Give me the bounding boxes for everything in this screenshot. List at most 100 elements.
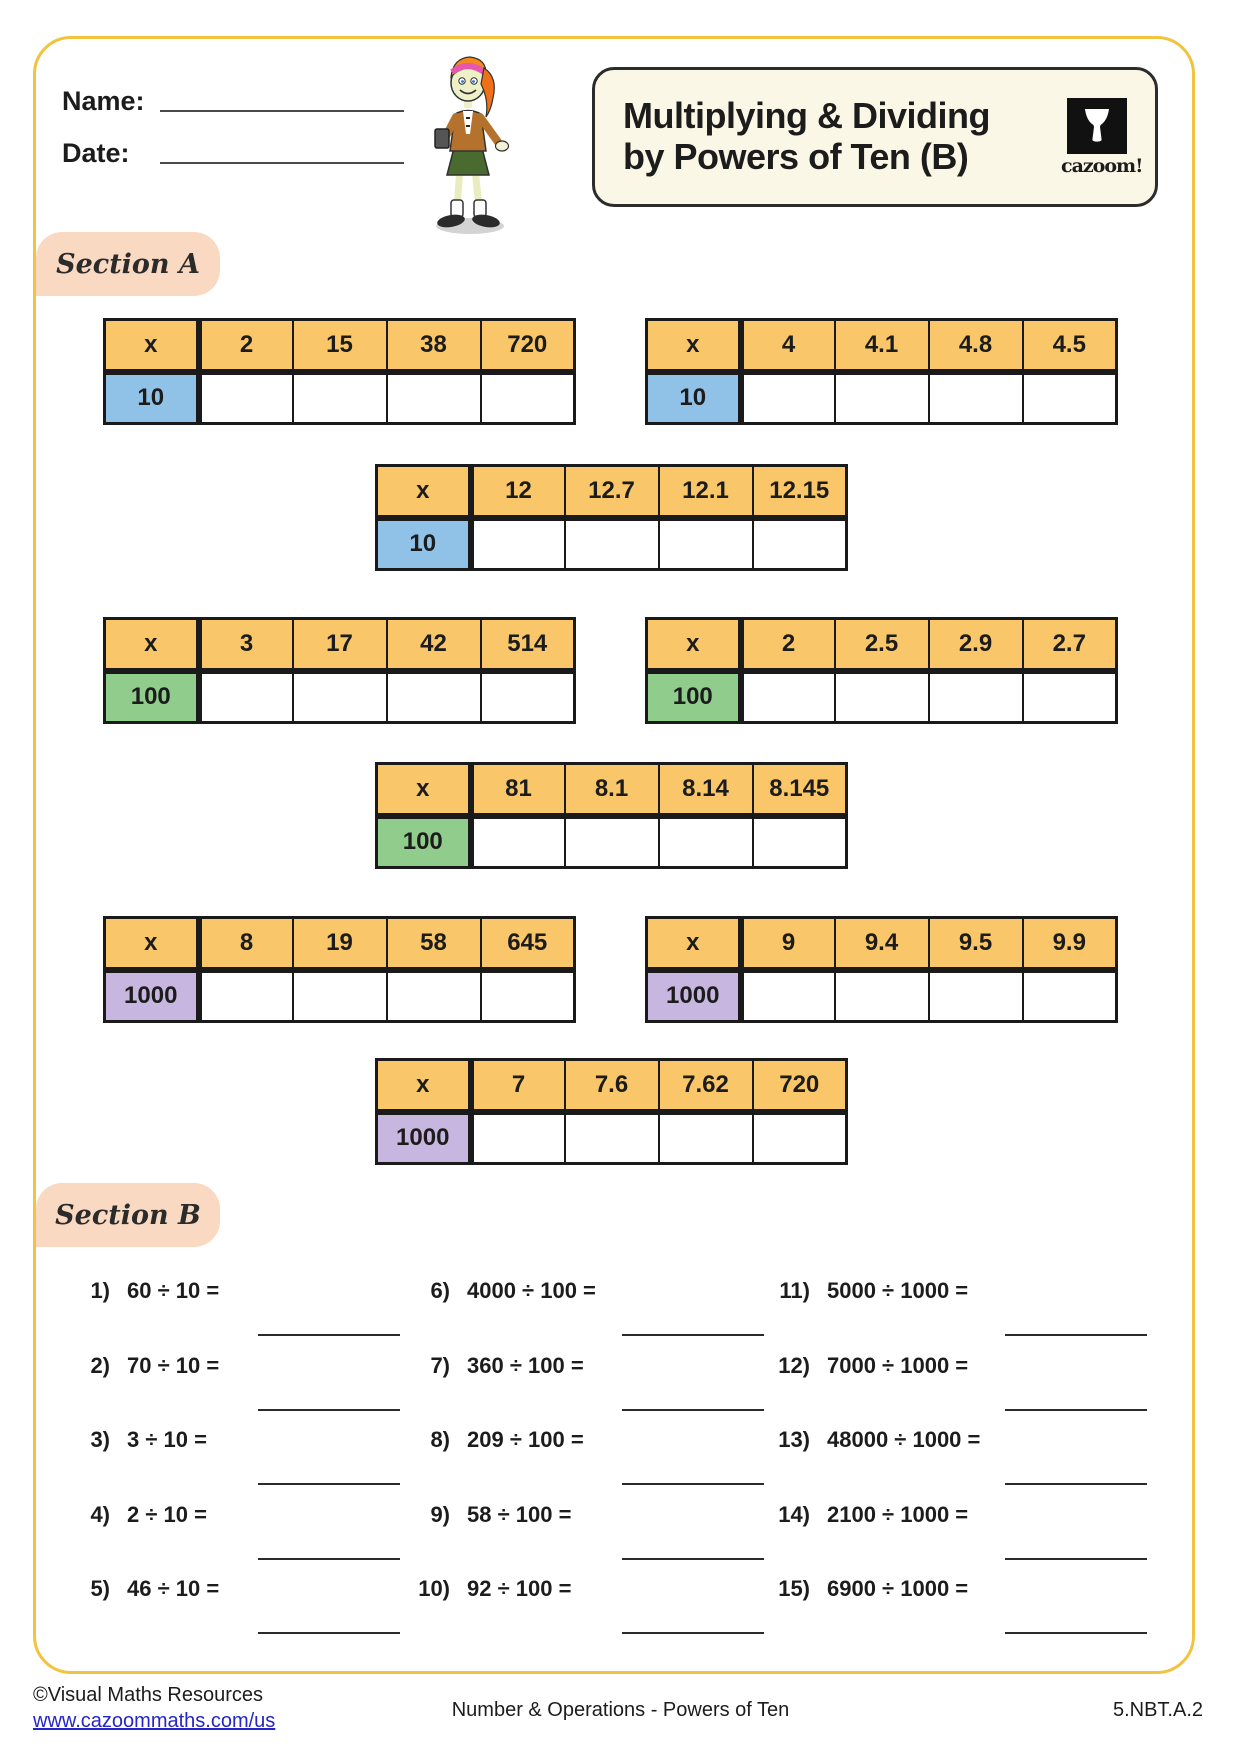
table-answer-cell[interactable] xyxy=(833,669,930,724)
problem-expression: 209 ÷ 100 = xyxy=(467,1427,584,1452)
title-box: Multiplying & Dividing by Powers of Ten … xyxy=(592,67,1158,207)
date-label: Date: xyxy=(62,138,130,168)
problem-item: 12) 7000 ÷ 1000 = xyxy=(752,1343,1152,1418)
table-value-cell: 9.9 xyxy=(1021,916,1118,973)
table-answer-cell[interactable] xyxy=(197,968,294,1023)
problem-number: 15) xyxy=(778,1576,810,1601)
table-answer-cell[interactable] xyxy=(927,968,1024,1023)
answer-line[interactable] xyxy=(1005,1334,1147,1336)
answer-line[interactable] xyxy=(622,1483,764,1485)
table-answer-cell[interactable] xyxy=(657,516,754,571)
table-answer-cell[interactable] xyxy=(385,370,482,425)
table-multiplier-cell: 100 xyxy=(103,669,202,724)
table-answer-cell[interactable] xyxy=(563,814,660,869)
problem-column: 1) 60 ÷ 10 = 2) 70 ÷ 10 = 3) 3 ÷ 10 = 4) 2 ÷ 10… xyxy=(60,1268,460,1641)
problem-item: 11) 5000 ÷ 1000 = xyxy=(752,1268,1152,1343)
table-answer-cell[interactable] xyxy=(657,1110,754,1165)
table-answer-cell[interactable] xyxy=(563,1110,660,1165)
table-answer-cell[interactable] xyxy=(751,1110,848,1165)
section-a-label-text: Section A xyxy=(56,248,200,280)
problem-expression: 60 ÷ 10 = xyxy=(127,1278,220,1303)
problem-expression: 360 ÷ 100 = xyxy=(467,1352,584,1378)
table-multiplier-cell: 1000 xyxy=(103,968,202,1023)
table-answer-cell[interactable] xyxy=(291,669,388,724)
table-answer-cell[interactable] xyxy=(927,669,1024,724)
table-answer-cell[interactable] xyxy=(657,814,754,869)
table-answer-cell[interactable] xyxy=(1021,968,1118,1023)
problem-expression: 46 ÷ 10 = xyxy=(127,1576,220,1601)
table-value-cell: 38 xyxy=(385,318,482,375)
table-answer-cell[interactable] xyxy=(563,516,660,571)
date-input-line[interactable] xyxy=(160,162,404,164)
answer-line[interactable] xyxy=(1005,1408,1147,1411)
table-value-cell: 2 xyxy=(739,617,836,674)
table-answer-cell[interactable] xyxy=(479,370,576,425)
answer-line[interactable] xyxy=(258,1408,400,1411)
table-answer-cell[interactable] xyxy=(197,370,294,425)
table-value-cell: 12.1 xyxy=(657,464,754,521)
table-answer-cell[interactable] xyxy=(751,516,848,571)
name-input-line[interactable] xyxy=(160,110,404,112)
table-multiplier-cell: 10 xyxy=(645,370,744,425)
answer-line[interactable] xyxy=(1005,1557,1147,1560)
table-answer-cell[interactable] xyxy=(469,814,566,869)
table-answer-cell[interactable] xyxy=(833,370,930,425)
multiplication-table: x 8 19 58 645 1000 xyxy=(103,916,576,1023)
table-answer-cell[interactable] xyxy=(291,968,388,1023)
worksheet-title: Multiplying & Dividing by Powers of Ten … xyxy=(595,96,990,177)
name-label: Name: xyxy=(62,86,145,116)
problem-number: 3) xyxy=(90,1427,110,1452)
answer-line[interactable] xyxy=(258,1483,400,1485)
table-answer-cell[interactable] xyxy=(739,968,836,1023)
problem-item: 15) 6900 ÷ 1000 = xyxy=(752,1566,1152,1641)
table-value-cell: 81 xyxy=(469,762,566,819)
table-value-cell: 12.7 xyxy=(563,464,660,521)
problem-expression: 4000 ÷ 100 = xyxy=(467,1278,596,1303)
answer-line[interactable] xyxy=(1005,1483,1147,1485)
table-answer-cell[interactable] xyxy=(1021,669,1118,724)
table-answer-cell[interactable] xyxy=(385,968,482,1023)
answer-line[interactable] xyxy=(622,1632,764,1634)
problem-number: 13) xyxy=(778,1427,810,1452)
table-answer-cell[interactable] xyxy=(751,814,848,869)
answer-line[interactable] xyxy=(258,1334,400,1336)
table-multiplier-cell: 1000 xyxy=(645,968,744,1023)
answer-line[interactable] xyxy=(258,1632,400,1634)
problem-item: 1) 60 ÷ 10 = xyxy=(60,1268,460,1343)
table-value-cell: 9.4 xyxy=(833,916,930,973)
table-answer-cell[interactable] xyxy=(385,669,482,724)
answer-line[interactable] xyxy=(1005,1632,1147,1634)
table-answer-cell[interactable] xyxy=(739,669,836,724)
table-value-cell: 19 xyxy=(291,916,388,973)
table-answer-cell[interactable] xyxy=(469,516,566,571)
problem-expression: 6900 ÷ 1000 = xyxy=(827,1576,969,1601)
table-answer-cell[interactable] xyxy=(479,669,576,724)
table-value-cell: 2.9 xyxy=(927,617,1024,674)
table-answer-cell[interactable] xyxy=(291,370,388,425)
answer-line[interactable] xyxy=(622,1408,764,1411)
table-value-cell: 645 xyxy=(479,916,576,973)
website-link[interactable]: www.cazoommaths.com/us xyxy=(33,1710,276,1732)
table-multiplier-cell: 10 xyxy=(103,370,202,425)
table-answer-cell[interactable] xyxy=(927,370,1024,425)
footer-topic: Number & Operations - Powers of Ten xyxy=(451,1699,790,1721)
table-answer-cell[interactable] xyxy=(197,669,294,724)
table-value-cell: 7 xyxy=(469,1058,566,1115)
answer-line[interactable] xyxy=(258,1557,400,1560)
table-answer-cell[interactable] xyxy=(739,370,836,425)
answer-line[interactable] xyxy=(622,1334,764,1336)
table-answer-cell[interactable] xyxy=(1021,370,1118,425)
problem-expression: 92 ÷ 100 = xyxy=(467,1576,572,1601)
date-field: Date: xyxy=(62,138,404,169)
table-answer-cell[interactable] xyxy=(833,968,930,1023)
problem-number: 10) xyxy=(418,1576,450,1601)
table-answer-cell[interactable] xyxy=(479,968,576,1023)
problem-item: 13) 48000 ÷ 1000 = xyxy=(752,1417,1152,1492)
table-value-cell: 2.5 xyxy=(833,617,930,674)
answer-line[interactable] xyxy=(622,1557,764,1560)
problem-number: 7) xyxy=(430,1352,450,1378)
problem-item: 9) 58 ÷ 100 = xyxy=(395,1492,795,1567)
table-answer-cell[interactable] xyxy=(469,1110,566,1165)
problem-expression: 5000 ÷ 1000 = xyxy=(827,1278,969,1303)
